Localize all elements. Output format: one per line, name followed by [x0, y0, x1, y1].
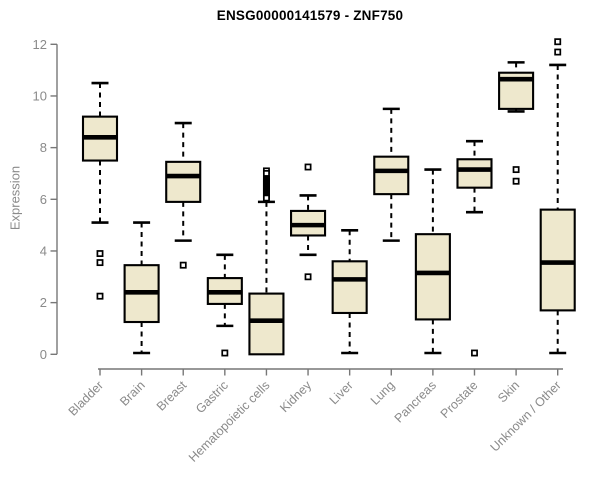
x-tick-label-liver: Liver — [327, 378, 356, 407]
boxplot-hematopoietic-cells — [248, 167, 285, 356]
boxplot-prostate — [456, 139, 493, 357]
boxplot-brain — [123, 221, 160, 355]
y-tick-label: 8 — [40, 140, 47, 155]
x-tick-label-gastric: Gastric — [193, 378, 231, 416]
boxplot-gastric — [206, 253, 243, 357]
outlier-point — [262, 194, 270, 202]
y-tick-label: 0 — [40, 347, 47, 362]
x-tick-label-kidney: Kidney — [277, 378, 314, 415]
x-tick-label-hematopoietic-cells: Hematopoietic cells — [186, 378, 273, 465]
x-tick-label-pancreas: Pancreas — [392, 378, 439, 425]
outlier-point — [554, 48, 562, 56]
x-tick-label-bladder: Bladder — [66, 378, 106, 418]
boxplot-unknown-other — [539, 38, 576, 355]
x-tick-label-skin: Skin — [495, 378, 522, 405]
x-tick-label-unknown-other: Unknown / Other — [488, 378, 564, 454]
boxplot-breast — [165, 121, 202, 269]
x-tick-label-breast: Breast — [154, 378, 190, 414]
outlier-point — [554, 38, 562, 46]
iqr-box — [331, 260, 368, 315]
iqr-box — [165, 160, 202, 203]
outlier-point — [512, 177, 520, 185]
boxplot-kidney — [289, 163, 327, 281]
boxplot-lung — [373, 107, 410, 242]
outlier-point — [96, 250, 104, 257]
outlier-point — [96, 259, 104, 267]
y-tick-label: 6 — [40, 192, 47, 207]
outlier-point — [96, 292, 104, 300]
outlier-point — [471, 349, 478, 357]
outlier-point — [512, 166, 520, 174]
y-tick-label: 10 — [33, 88, 47, 103]
iqr-box — [373, 155, 410, 196]
x-tick-label-prostate: Prostate — [438, 378, 481, 421]
y-axis: 0 2 4 6 8 10 12 — [33, 37, 58, 362]
iqr-box — [248, 292, 285, 356]
iqr-box — [414, 233, 451, 321]
outlier-point — [304, 163, 312, 171]
x-tick-label-brain: Brain — [117, 378, 148, 409]
outlier-point — [179, 261, 187, 269]
boxplot-skin — [498, 61, 535, 185]
boxplot-pancreas — [414, 168, 451, 355]
boxplot-bladder — [81, 81, 119, 300]
y-tick-label: 2 — [40, 295, 47, 310]
outlier-point — [221, 349, 229, 357]
iqr-box — [539, 208, 576, 312]
y-tick-label: 4 — [40, 243, 47, 258]
iqr-box — [456, 158, 493, 189]
chart-title: ENSG00000141579 - ZNF750 — [216, 8, 404, 23]
x-tick-label-lung: Lung — [368, 378, 398, 408]
outlier-point — [304, 273, 312, 281]
y-tick-label: 12 — [33, 37, 47, 52]
boxplot-liver — [331, 229, 368, 355]
